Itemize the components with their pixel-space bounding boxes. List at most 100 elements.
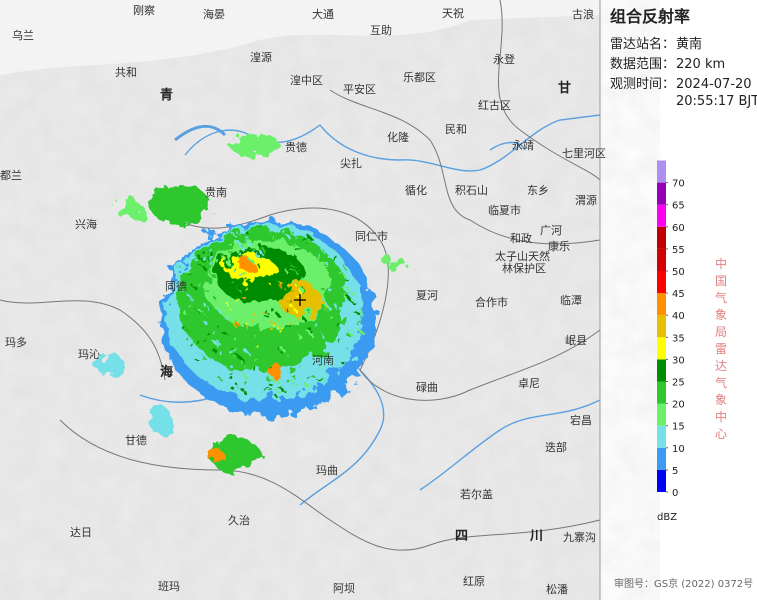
legend-swatch: [657, 182, 666, 205]
echo-pixel: [249, 339, 253, 343]
echo-pixel: [247, 328, 251, 332]
place-label: 川: [529, 529, 543, 544]
echo-pixel: [274, 379, 278, 383]
echo-pixel: [231, 334, 235, 338]
legend-swatch: [657, 425, 666, 448]
echo-pixel: [261, 226, 265, 230]
echo-pixel: [215, 342, 219, 346]
place-label: 河南: [312, 354, 334, 367]
echo-pixel: [203, 253, 207, 257]
echo-pixel: [221, 330, 225, 334]
echo-pixel: [240, 244, 244, 248]
echo-pixel: [243, 294, 247, 298]
echo-pixel: [208, 247, 212, 251]
echo-pixel: [305, 345, 309, 349]
echo-pixel: [188, 292, 192, 296]
echo-pixel: [255, 360, 259, 364]
echo-pixel: [271, 308, 275, 312]
echo-pixel: [267, 350, 271, 354]
echo-pixel: [320, 367, 324, 371]
echo-pixel: [208, 287, 212, 291]
echo-pixel: [206, 332, 210, 336]
legend-swatch: [657, 381, 666, 404]
echo-pixel: [342, 344, 346, 348]
echo-pixel: [296, 247, 300, 251]
echo-pixel: [296, 338, 300, 342]
echo-pixel: [320, 257, 324, 261]
plain: [0, 0, 600, 75]
echo-pixel: [260, 276, 264, 280]
echo-pixel: [241, 362, 245, 366]
echo-strong: [237, 258, 253, 270]
echo-pixel: [278, 283, 282, 287]
echo-pixel: [300, 337, 304, 341]
echo-pixel: [181, 309, 185, 313]
place-label: 天祝: [442, 6, 464, 20]
place-label: 迭部: [545, 440, 567, 454]
echo-pixel: [183, 328, 187, 332]
echo-pixel: [324, 354, 328, 358]
echo-pixel: [291, 289, 295, 293]
echo-pixel: [261, 248, 265, 252]
echo-pixel: [246, 351, 250, 355]
echo-pixel: [294, 309, 298, 313]
place-label: 湟中区: [290, 74, 323, 87]
echo-pixel: [280, 326, 284, 330]
echo-pixel: [356, 283, 360, 287]
place-label: 广河: [540, 224, 562, 237]
echo-pixel: [237, 251, 241, 255]
time-label: 观测时间：: [610, 77, 675, 92]
echo-pixel: [327, 265, 331, 269]
echo-pixel: [204, 367, 208, 371]
echo-pixel: [219, 263, 223, 267]
place-label: 海晏: [203, 7, 225, 21]
place-label: 互助: [370, 23, 392, 37]
date: 2024-07-20: [676, 77, 752, 92]
echo-pixel: [358, 320, 362, 324]
legend-swatch: [657, 271, 666, 294]
echo-pixel: [333, 257, 337, 261]
echo-pixel: [327, 314, 331, 318]
echo-pixel: [245, 275, 249, 279]
legend-tick-label: 25: [672, 378, 685, 389]
echo-pixel: [236, 322, 240, 326]
echo-pixel: [229, 345, 233, 349]
echo-pixel: [238, 292, 242, 296]
place-label: 岷县: [565, 334, 587, 347]
place-label: 红古区: [478, 99, 511, 112]
legend-tick-label: 5: [672, 466, 678, 477]
place-label: 海: [160, 364, 173, 380]
echo-pixel: [223, 314, 227, 318]
echo-cell: [230, 133, 280, 157]
place-label: 东乡: [527, 184, 549, 197]
place-label: 古浪: [572, 7, 594, 21]
echo-pixel: [228, 375, 232, 379]
place-label: 甘德: [125, 433, 147, 447]
echo-pixel: [306, 375, 310, 379]
echo-pixel: [348, 297, 352, 301]
echo-pixel: [316, 324, 320, 328]
echo-pixel: [275, 348, 279, 352]
echo-pixel: [318, 378, 322, 382]
place-label: 湟源: [250, 50, 272, 64]
echo-pixel: [331, 248, 335, 252]
range: 220 km: [676, 57, 725, 72]
echo-pixel: [215, 255, 219, 259]
echo-pixel: [258, 255, 262, 259]
station: 黄南: [676, 36, 702, 52]
echo-pixel: [302, 317, 306, 321]
echo-pixel: [251, 247, 255, 251]
place-label: 大通: [312, 7, 334, 21]
legend-swatch: [657, 359, 666, 382]
echo-pixel: [287, 380, 291, 384]
echo-pixel: [348, 330, 352, 334]
echo-pixel: [184, 289, 188, 293]
echo-pixel: [311, 330, 315, 334]
echo-pixel: [282, 306, 286, 310]
echo-pixel: [184, 337, 188, 341]
station-label: 雷达站名：: [610, 36, 675, 52]
echo-pixel: [334, 285, 338, 289]
echo-pixel: [277, 390, 281, 394]
place-label: 共和: [115, 66, 137, 79]
